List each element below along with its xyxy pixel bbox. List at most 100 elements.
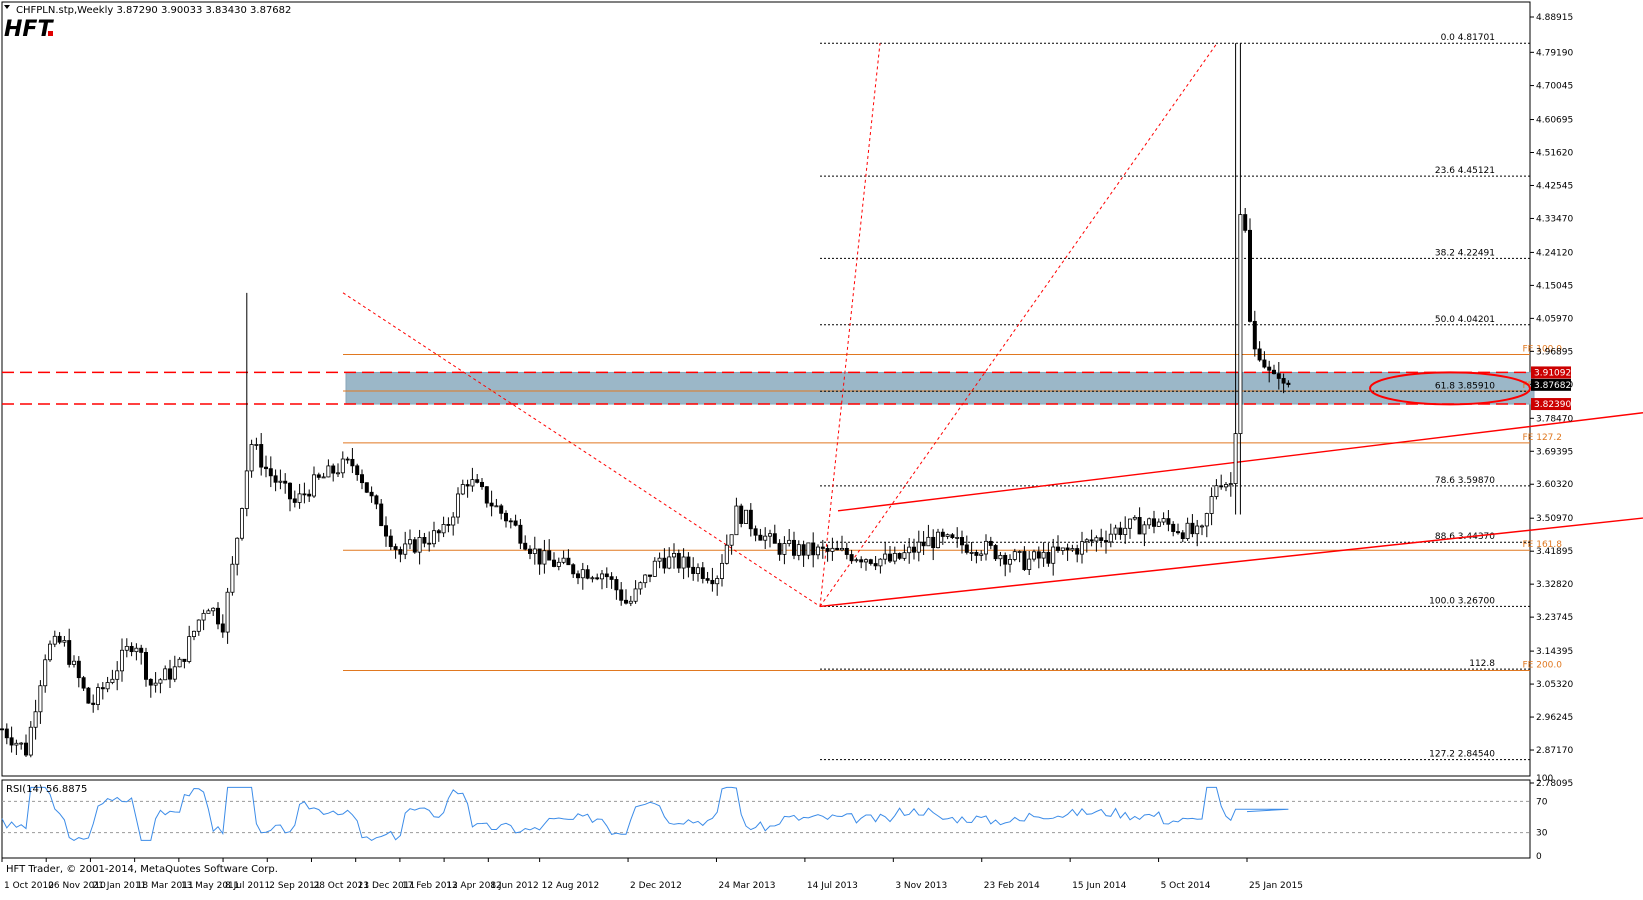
candle-body <box>974 551 979 556</box>
candle-body <box>48 643 53 661</box>
candle-body <box>768 533 773 537</box>
y-tick-label: 4.79190 <box>1536 48 1573 58</box>
rsi-title: RSI(14) 56.8875 <box>6 784 87 795</box>
candle-body <box>998 554 1003 560</box>
candle-body <box>499 505 504 514</box>
candle-body <box>340 458 345 474</box>
zone-box <box>345 371 1535 405</box>
candle-body <box>196 619 201 632</box>
candle-body <box>1204 513 1209 527</box>
candle-body <box>1022 551 1027 570</box>
candle-body <box>1123 527 1128 535</box>
candle-body <box>1113 527 1118 535</box>
candle-body <box>537 548 542 565</box>
candle-body <box>859 559 864 563</box>
x-tick-label: 5 Oct 2014 <box>1161 881 1211 891</box>
candle-body <box>1281 378 1286 384</box>
candle-body <box>729 534 734 546</box>
current-price-label: 3.87682 <box>1534 381 1571 391</box>
candle-body <box>1228 483 1233 485</box>
fib-label: 0.0 4.81701 <box>1441 33 1495 43</box>
y-tick-label: 4.15045 <box>1536 281 1573 291</box>
candle-body <box>268 468 273 477</box>
candle-body <box>1272 369 1277 375</box>
candle-body <box>648 574 653 577</box>
candle-body <box>96 687 101 705</box>
x-tick-label: 15 Jun 2014 <box>1072 881 1126 891</box>
candle-body <box>446 524 451 526</box>
candle-body <box>1185 522 1190 539</box>
candle-body <box>388 535 393 547</box>
rsi-panel <box>1 786 1530 841</box>
candle-body <box>969 551 974 554</box>
candle-body <box>0 728 4 731</box>
candle-body <box>431 530 436 545</box>
fib-label: 23.6 4.45121 <box>1435 166 1495 176</box>
candle-body <box>892 552 897 562</box>
menu-arrow-icon[interactable] <box>4 5 10 9</box>
candle-body <box>134 647 139 653</box>
candle-body <box>691 566 696 574</box>
candle-body <box>393 546 398 550</box>
fib-anchor-line <box>819 42 1218 607</box>
candle-body <box>489 502 494 507</box>
candle-body <box>57 635 62 643</box>
candle-body <box>667 556 672 569</box>
candle-body <box>1224 484 1229 488</box>
candle-body <box>422 537 427 544</box>
x-tick-label: 13 Apr 2012 <box>446 881 502 891</box>
candle-body <box>748 509 753 530</box>
x-tick-label: 8 Jul 2011 <box>225 881 270 891</box>
candle-body <box>883 553 888 560</box>
candle-body <box>19 742 24 745</box>
candle-body <box>374 495 379 505</box>
candle-body <box>177 658 182 668</box>
candle-body <box>1233 433 1238 484</box>
candle-body <box>705 578 710 581</box>
fe-label: FE 200.0 <box>1523 660 1563 670</box>
candle-body <box>398 549 403 555</box>
candle-body <box>33 711 38 728</box>
candle-body <box>321 476 326 479</box>
y-tick-label: 4.70045 <box>1536 82 1573 92</box>
x-tick-label: 28 Oct 2011 <box>313 881 369 891</box>
candle-body <box>518 524 523 544</box>
candle-body <box>955 537 960 539</box>
candle-body <box>556 561 561 567</box>
y-tick-label: 3.14395 <box>1536 647 1573 657</box>
candle-body <box>52 635 57 645</box>
candle-body <box>580 569 585 579</box>
candle-body <box>326 465 331 478</box>
candle-body <box>561 557 566 563</box>
y-tick-label: 2.78095 <box>1536 779 1573 789</box>
fe-leg-up <box>819 43 881 607</box>
candle-body <box>532 548 537 554</box>
fib-label: 50.0 4.04201 <box>1435 315 1495 325</box>
candle-body <box>129 645 134 653</box>
candle-body <box>528 548 533 554</box>
candle-body <box>672 552 677 558</box>
candle-body <box>811 542 816 556</box>
candle-body <box>945 534 950 537</box>
sr-top-label: 3.91092 <box>1534 368 1571 378</box>
candle-body <box>643 574 648 584</box>
candle-body <box>835 547 840 551</box>
x-tick-label: 1 Oct 2010 <box>4 881 54 891</box>
candle-body <box>614 579 619 591</box>
candle-body <box>335 472 340 475</box>
candle-body <box>230 563 235 593</box>
candle-body <box>787 539 792 544</box>
candle-body <box>676 552 681 569</box>
candle-body <box>1089 539 1094 542</box>
candle-body <box>888 553 893 562</box>
candle-body <box>513 520 518 526</box>
candle-body <box>412 539 417 553</box>
candle-body <box>816 546 821 556</box>
y-tick-label: 4.05970 <box>1536 314 1573 324</box>
candle-body <box>1219 485 1224 488</box>
candle-body <box>359 474 364 484</box>
candle-body <box>916 541 921 553</box>
candle-body <box>441 524 446 534</box>
candle-body <box>715 578 720 585</box>
